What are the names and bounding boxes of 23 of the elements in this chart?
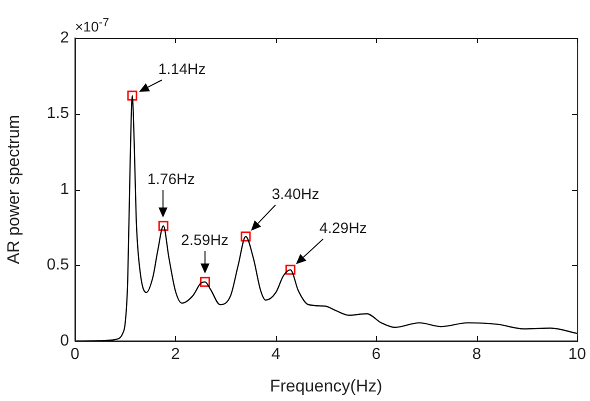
annotation: 1.14Hz bbox=[158, 61, 206, 78]
point bbox=[285, 264, 296, 275]
annotation: 1.76Hz bbox=[147, 171, 195, 188]
y-tick-label: 1.5 bbox=[46, 105, 70, 122]
point bbox=[200, 276, 210, 287]
y-tick-label: 0.5 bbox=[46, 256, 70, 274]
annotation: 4.29Hz bbox=[319, 220, 367, 238]
annotation: 2.59Hz bbox=[181, 232, 229, 250]
x-tick-label: 10 bbox=[568, 346, 586, 364]
y-tick-label: 0 bbox=[60, 332, 70, 350]
point bbox=[158, 220, 168, 231]
point bbox=[127, 90, 138, 101]
y-axis-title: AR power spectrum bbox=[4, 114, 23, 264]
y-tick-label: 2 bbox=[60, 29, 70, 46]
x-tick-label: 2 bbox=[170, 346, 180, 364]
point bbox=[240, 231, 251, 242]
x-tick-label: 4 bbox=[271, 346, 280, 364]
x-tick-label: 6 bbox=[372, 346, 381, 364]
text: ×10$^{-7}$ bbox=[75, 16, 110, 35]
x-tick-label: 8 bbox=[472, 346, 482, 364]
x-axis-title: Frequency(Hz) bbox=[270, 376, 382, 396]
y-tick-label: 1 bbox=[60, 180, 70, 198]
annotation: 3.40Hz bbox=[272, 186, 320, 203]
